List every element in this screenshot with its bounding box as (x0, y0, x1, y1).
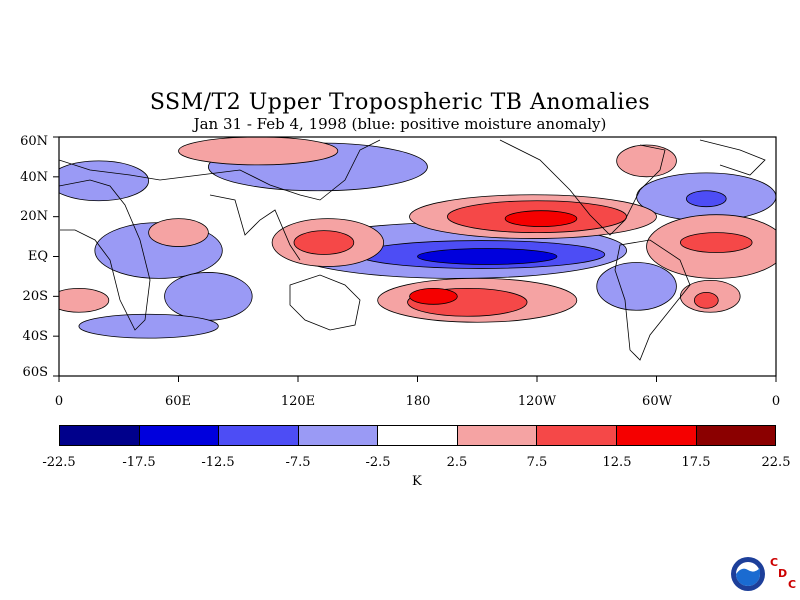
colorbar-swatch (139, 426, 220, 445)
colorbar-label: -12.5 (201, 455, 235, 470)
anomaly-region-negative (685, 190, 727, 208)
lat-label-40n: 40N (20, 170, 48, 185)
coastline-africa (59, 179, 151, 331)
colorbar-label: 7.5 (526, 455, 548, 470)
coastline-india-se-asia (209, 194, 301, 261)
lon-label-180: 180 (405, 394, 431, 409)
colorbar-swatch (378, 426, 458, 445)
logo-letter: C (770, 556, 779, 569)
lat-label-60n: 60N (20, 134, 48, 149)
lat-label-60s: 60S (22, 365, 48, 380)
anomaly-region-negative (164, 272, 253, 321)
anomaly-region-positive (680, 232, 753, 253)
anomaly-region-positive (293, 230, 355, 255)
colorbar-label: -2.5 (365, 455, 391, 470)
coastline-north-america (499, 139, 666, 236)
anomaly-region-positive (504, 210, 578, 228)
lat-label-40s: 40S (22, 329, 48, 344)
anomaly-region-negative (596, 262, 677, 311)
colorbar-label: 17.5 (681, 455, 711, 470)
colorbar-swatch (537, 426, 617, 445)
anomaly-region-positive (148, 218, 209, 247)
colorbar-label: -7.5 (285, 455, 311, 470)
colorbar-label: -22.5 (42, 455, 76, 470)
colorbar-swatch (457, 426, 538, 445)
lat-label-20n: 20N (20, 209, 48, 224)
lat-label-eq: EQ (27, 249, 48, 264)
colorbar-unit: K (412, 474, 422, 489)
colorbar-label: -17.5 (122, 455, 156, 470)
coastline-europe-asia (59, 139, 381, 201)
colorbar-swatch (219, 426, 299, 445)
lon-label-0-end: 0 (771, 394, 781, 409)
colorbar-label: 22.5 (761, 455, 791, 470)
anomaly-region-positive (178, 137, 339, 166)
colorbar-label: 2.5 (446, 455, 468, 470)
colorbar-swatch (60, 426, 140, 445)
anomaly-region-negative (59, 160, 150, 202)
anomaly-region-positive (409, 287, 458, 305)
lon-label-60e: 60E (164, 394, 192, 409)
colorbar-swatch (696, 426, 776, 445)
lon-label-120w: 120W (517, 394, 557, 409)
lon-label-120e: 120E (280, 394, 316, 409)
map-subtitle: Jan 31 - Feb 4, 1998 (blue: positive moi… (193, 115, 607, 133)
logo-letter: D (778, 567, 788, 580)
anomaly-region-negative (78, 313, 219, 339)
colorbar-label: 12.5 (602, 455, 632, 470)
lon-label-60w: 60W (642, 394, 672, 409)
coastline-australia (289, 274, 361, 331)
lon-label-0: 0 (54, 394, 64, 409)
anomaly-region-positive (693, 291, 719, 309)
colorbar-swatch (616, 426, 697, 445)
anomaly-region-positive (616, 144, 677, 178)
colorbar (59, 425, 776, 446)
anomaly-region-positive (59, 287, 110, 313)
lat-label-20s: 20S (22, 289, 48, 304)
coastline-greenland (699, 139, 766, 176)
noaa-icon (731, 557, 765, 591)
anomaly-region-negative (417, 248, 558, 265)
logo-letter: C (788, 578, 797, 591)
colorbar-swatch (298, 426, 379, 445)
map-title: SSM/T2 Upper Tropospheric TB Anomalies (149, 90, 651, 115)
coastline-south-america (614, 239, 691, 361)
